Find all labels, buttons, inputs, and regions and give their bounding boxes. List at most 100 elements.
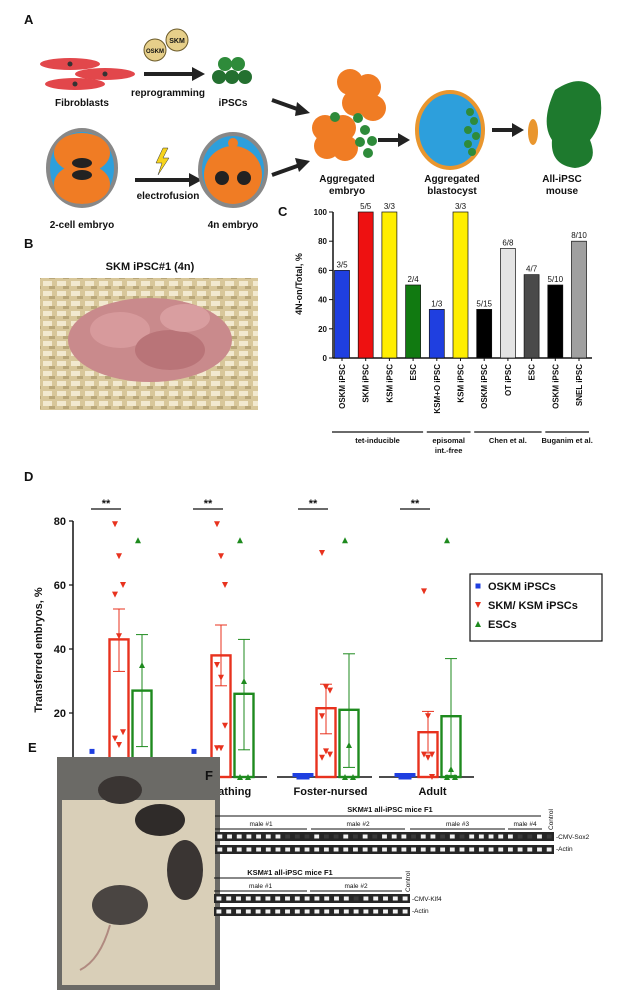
reprogramming-label: reprogramming [131,88,205,99]
ipscs-illustration [212,57,252,84]
gel-band [353,834,358,839]
panel-label-a: A [24,12,34,27]
all-ipsc-mouse-label: All-iPSC [542,174,581,185]
bar [452,211,469,359]
two-cell-embryo-illustration [46,128,118,208]
mice-photo [57,757,220,990]
gel-band [353,909,359,914]
significance-label: ** [411,498,420,510]
bar [500,248,516,359]
data-point-triangle-down [475,602,481,608]
skm-gel-title: SKM#1 all-iPSC mice F1 [347,805,432,814]
data-point-triangle-up [245,774,251,780]
y-axis-label: 4N-on/Total, % [294,253,304,315]
gel-band [314,847,320,852]
gel-band [246,834,252,839]
male-label: male #1 [249,883,273,890]
gel-band [507,834,513,839]
data-point-triangle-down [116,742,122,748]
actin-label: -Actin [412,908,429,915]
male-label: male #2 [344,883,368,890]
bar [523,274,540,359]
gel-band [334,896,339,901]
gel-band [275,909,281,914]
two-cell-embryo-label: 2-cell embryo [50,220,114,231]
actin-gel [214,907,410,916]
legend-label: ESCs [488,619,517,631]
gel-band [285,834,291,839]
gel-band [275,896,281,901]
x-tick-label: SKM iPSC [362,364,371,403]
gel-band [304,909,310,914]
gel-band [449,834,455,839]
gel-band [323,834,329,839]
gel-band [401,834,407,839]
x-category-label: Foster-nursed [294,786,368,798]
data-point-triangle-up [475,621,481,627]
gel-band [478,834,484,839]
data-point-triangle-down [116,553,122,560]
data-point-triangle-down [319,713,325,720]
gel-band [440,834,446,839]
panel-e: E [28,740,220,990]
gel-band [294,847,300,852]
gel-band [216,909,222,914]
legend-label: OSKM iPSCs [488,581,556,593]
gel-band [411,847,416,852]
gel-band [391,847,397,852]
aggregated-embryo-illustration [312,69,386,161]
gel-band [226,896,232,901]
gel-band [382,834,387,839]
panel-f-gels: F SKM#1 all-iPSC mice F1 male #1 male #2 m… [205,768,590,916]
data-point-triangle-down [222,582,228,588]
gel-band [449,847,455,852]
data-point-square [191,748,197,754]
data-point-square [406,774,412,780]
gel-band [527,834,533,839]
gel-band [373,896,379,901]
gel-band [372,834,378,839]
significance-label: ** [102,498,111,510]
x-tick-label: OSKM iPSC [551,364,560,409]
gel-band [255,896,261,901]
gel-band [420,834,426,839]
panel-b: B SKM iPSC#1 (4n) [24,236,258,410]
data-point-triangle-down [222,722,228,729]
gel-band [498,834,504,839]
gel-band [275,847,281,852]
gel-band [353,896,359,901]
gel-band [323,847,329,852]
y-axis-label: Transferred embryos, % [33,587,45,713]
y-tick-label: 40 [54,644,66,656]
panel-label-e: E [28,740,37,755]
gel-band [498,847,504,852]
gel-band [265,909,271,914]
gel-band [382,847,387,852]
gel-band [246,847,252,852]
data-point-triangle-down [112,735,118,742]
bar [334,270,350,359]
data-point-triangle-down [214,745,220,752]
data-point-triangle-down [323,748,329,755]
gel-band [275,834,281,839]
data-point-triangle-down [425,754,431,761]
bar-value-label: 5/10 [548,275,564,284]
data-point-square [296,774,302,780]
gel-band [537,834,542,839]
data-point-triangle-down [218,745,224,752]
bar [428,309,445,359]
data-point-triangle-up [241,678,247,684]
reprogramming-factors-icon: OSKM SKM [143,28,189,62]
male-label: male #4 [513,821,537,828]
data-point-triangle-up [444,537,450,544]
data-point-triangle-down [112,521,118,528]
data-point-triangle-down [421,588,427,595]
data-point-triangle-down [116,633,122,640]
y-tick-label: 60 [54,580,66,592]
gel-band [459,847,465,852]
male-label: male #3 [446,821,470,828]
bar [381,211,398,359]
bar-value-label: 1/3 [431,299,443,308]
gel-band [478,847,484,852]
